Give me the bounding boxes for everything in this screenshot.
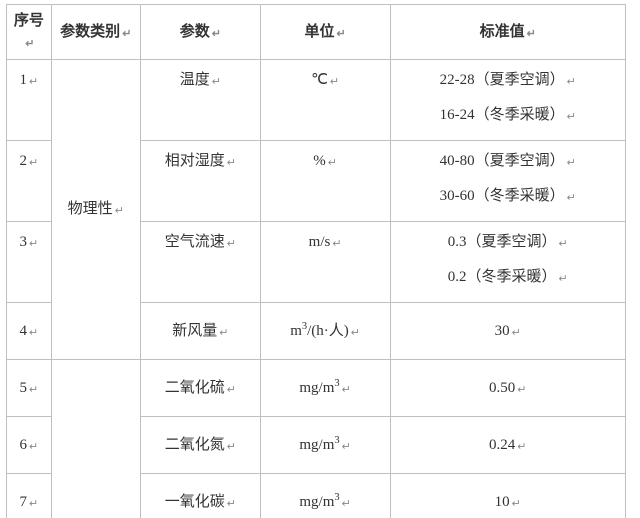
cell-param: 二氧化氮↵: [140, 417, 260, 474]
header-row: 序号↵ 参数类别↵ 参数↵ 单位↵ 标准值↵: [7, 5, 626, 60]
header-unit: 单位↵: [260, 5, 390, 60]
cell-unit: %↵: [260, 141, 390, 222]
cell-unit: mg/m3↵: [260, 417, 390, 474]
header-standard: 标准值↵: [390, 5, 625, 60]
cell-param: 相对湿度↵: [140, 141, 260, 222]
cell-unit: mg/m3↵: [260, 360, 390, 417]
cell-category: [51, 360, 140, 518]
cell-seq: 2↵: [7, 141, 52, 222]
cell-unit: m/s↵: [260, 222, 390, 303]
cell-unit: ℃↵: [260, 60, 390, 141]
cell-category: 物理性↵: [51, 60, 140, 360]
cell-seq: 5↵: [7, 360, 52, 417]
header-seq: 序号↵: [7, 5, 52, 60]
cell-param: 新风量↵: [140, 303, 260, 360]
cell-seq: 1↵: [7, 60, 52, 141]
cell-standard: 0.3（夏季空调）↵ 0.2（冬季采暖）↵: [390, 222, 625, 303]
cell-unit: m3/(h·人)↵: [260, 303, 390, 360]
cell-seq: 7↵: [7, 474, 52, 518]
cell-standard: 40-80（夏季空调）↵ 30-60（冬季采暖）↵: [390, 141, 625, 222]
cell-param: 空气流速↵: [140, 222, 260, 303]
header-category: 参数类别↵: [51, 5, 140, 60]
cell-param: 一氧化碳↵: [140, 474, 260, 518]
cell-param: 温度↵: [140, 60, 260, 141]
cell-param: 二氧化硫↵: [140, 360, 260, 417]
cell-standard: 30↵: [390, 303, 625, 360]
table-row: 5↵ 二氧化硫↵ mg/m3↵ 0.50↵: [7, 360, 626, 417]
cell-standard: 0.50↵: [390, 360, 625, 417]
cell-standard: 22-28（夏季空调）↵ 16-24（冬季采暖）↵: [390, 60, 625, 141]
cell-seq: 3↵: [7, 222, 52, 303]
cell-standard: 10↵: [390, 474, 625, 518]
cell-seq: 6↵: [7, 417, 52, 474]
parameters-table: 序号↵ 参数类别↵ 参数↵ 单位↵ 标准值↵ 1↵ 物理性↵ 温度↵ ℃↵ 22…: [6, 4, 626, 518]
cell-seq: 4↵: [7, 303, 52, 360]
table-row: 1↵ 物理性↵ 温度↵ ℃↵ 22-28（夏季空调）↵ 16-24（冬季采暖）↵: [7, 60, 626, 141]
cell-standard: 0.24↵: [390, 417, 625, 474]
header-param: 参数↵: [140, 5, 260, 60]
cell-unit: mg/m3↵: [260, 474, 390, 518]
